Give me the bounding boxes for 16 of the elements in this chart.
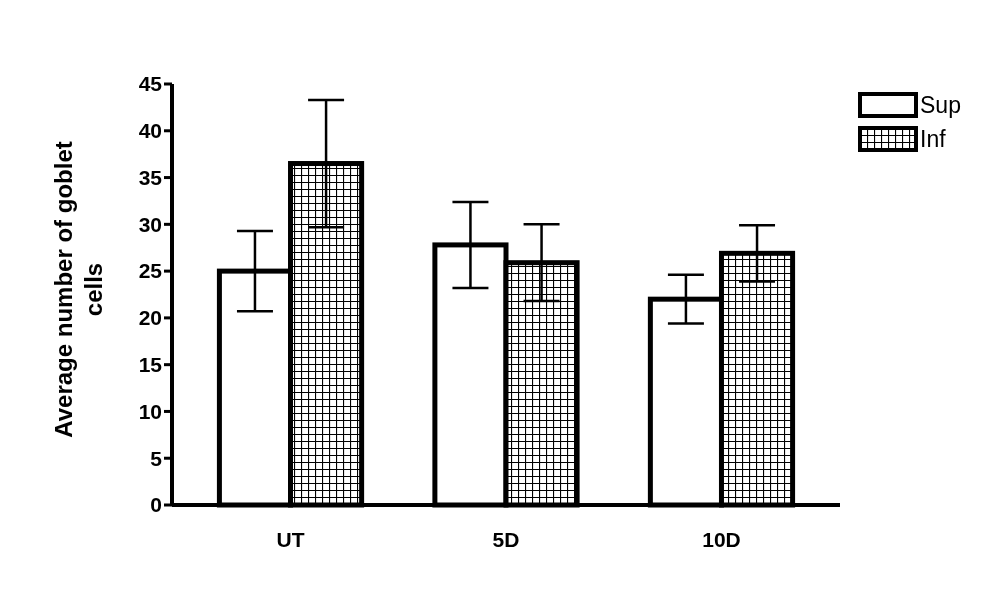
y-tick-label: 5 [150, 446, 163, 470]
y-tick-label: 40 [138, 119, 162, 143]
y-tick-label: 20 [138, 306, 162, 330]
y-tick-label: 25 [138, 259, 163, 283]
y-tick-label: 30 [138, 212, 162, 236]
y-tick-label: 0 [150, 493, 162, 517]
y-tick-label: 35 [138, 165, 163, 189]
x-tick-label: 10D [702, 528, 741, 551]
y-axis-title: Average number of goblet cells [50, 141, 107, 438]
y-tick-label: 45 [138, 72, 163, 96]
legend-label: Sup [920, 92, 961, 119]
x-tick-label: UT [276, 528, 305, 551]
x-tick-label: 5D [492, 528, 520, 551]
y-tick-label: 15 [138, 353, 163, 377]
legend-label: Inf [920, 126, 947, 153]
y-tick-label: 10 [138, 399, 162, 423]
